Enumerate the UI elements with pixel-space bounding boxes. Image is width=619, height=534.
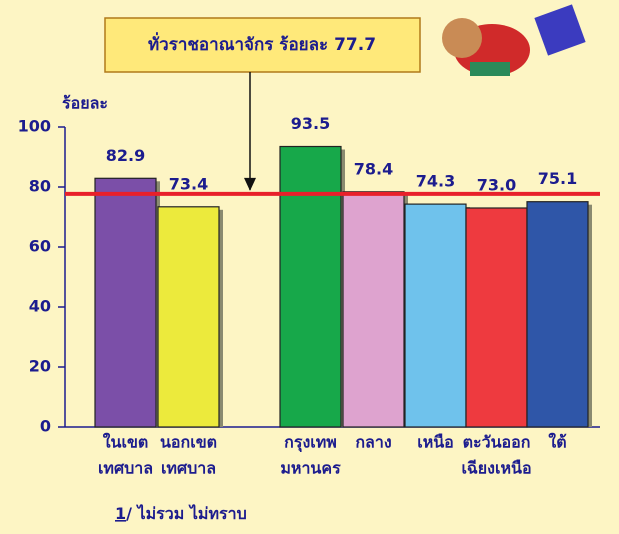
y-tick-label: 80 xyxy=(29,177,51,196)
bar xyxy=(95,178,156,427)
value-label: 93.5 xyxy=(291,114,330,133)
bar xyxy=(280,147,341,428)
footnote: 1/ ไม่รวม ไม่ทราบ xyxy=(115,504,247,523)
x-tick-label: นอกเขต xyxy=(160,433,217,452)
x-tick-label: เทศบาล xyxy=(161,459,216,478)
x-tick-label: ใต้ xyxy=(548,433,566,452)
bar xyxy=(527,202,588,427)
x-tick-label: ตะวันออก xyxy=(463,433,531,452)
page: ทั่วราชอาณาจักร ร้อยละ 77.7 ร้อยละ 1/ ไม… xyxy=(0,0,619,534)
x-tick-label: เฉียงเหนือ xyxy=(461,459,531,478)
x-tick-label: มหานคร xyxy=(280,459,341,478)
footnote-text: / ไม่รวม ไม่ทราบ xyxy=(126,504,247,523)
x-tick-label: กรุงเทพ xyxy=(284,433,337,453)
value-label: 74.3 xyxy=(416,172,455,191)
x-tick-label: เหนือ xyxy=(417,433,454,452)
y-tick-label: 100 xyxy=(18,117,51,136)
x-tick-label: เทศบาล xyxy=(98,459,153,478)
y-axis-title: ร้อยละ xyxy=(62,94,108,113)
value-label: 78.4 xyxy=(354,159,393,178)
y-tick-label: 0 xyxy=(40,417,51,436)
bar xyxy=(158,207,219,427)
y-tick-label: 40 xyxy=(29,297,51,316)
bar xyxy=(343,192,404,427)
value-label: 75.1 xyxy=(538,169,577,188)
value-label: 73.4 xyxy=(169,174,208,193)
y-tick-label: 20 xyxy=(29,357,51,376)
bar xyxy=(466,208,527,427)
value-label: 73.0 xyxy=(477,176,516,195)
value-label: 82.9 xyxy=(106,146,145,165)
annotation: ทั่วราชอาณาจักร ร้อยละ 77.7 xyxy=(148,32,376,55)
x-tick-label: ในเขต xyxy=(103,433,149,452)
x-tick-label: กลาง xyxy=(355,433,391,452)
bar xyxy=(405,204,466,427)
y-tick-label: 60 xyxy=(29,237,51,256)
footnote-ref: 1 xyxy=(115,504,126,523)
chart: ทั่วราชอาณาจักร ร้อยละ 77.7 ร้อยละ 1/ ไม… xyxy=(0,0,619,534)
